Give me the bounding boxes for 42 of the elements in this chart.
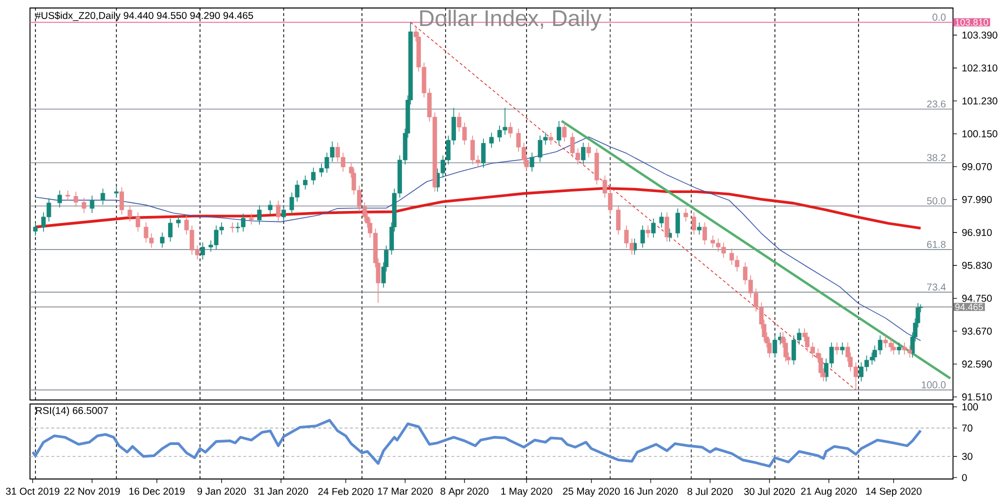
x-tick-label: 17 Mar 2020 xyxy=(378,488,433,495)
y-tick-label: 70 xyxy=(962,424,972,432)
ref-line-label: 103.810 xyxy=(956,19,988,26)
y-tick-label: 97.990 xyxy=(962,196,992,204)
y-tick-label: 102.310 xyxy=(962,64,998,72)
x-tick-label: 8 Apr 2020 xyxy=(440,488,488,497)
chart-title: RSI(14) 66.5007 xyxy=(36,406,108,416)
x-tick-label: 16 Jun 2020 xyxy=(624,488,678,495)
x-tick-label: 14 Sep 2020 xyxy=(866,488,922,497)
y-tick-label: 96.910 xyxy=(962,228,992,236)
y-tick-label: 92.590 xyxy=(962,360,992,368)
y-tick-label: 93.670 xyxy=(962,328,992,335)
x-tick-label: 30 Jul 2020 xyxy=(744,488,795,496)
x-tick-label: 8 Jul 2020 xyxy=(688,488,733,496)
y-tick-label: 99.070 xyxy=(962,163,992,170)
y-tick-label: 30 xyxy=(962,452,972,460)
annotation: 0.0 xyxy=(932,14,946,21)
y-tick-label: 101.230 xyxy=(962,97,998,104)
annotation: 100.0 xyxy=(922,381,946,388)
x-tick-label: 1 May 2020 xyxy=(501,488,552,497)
x-tick-label: 21 Aug 2020 xyxy=(801,488,857,497)
x-tick-label: 31 Oct 2019 xyxy=(6,488,60,495)
annotation: 50.0 xyxy=(927,197,946,204)
annotation: 61.8 xyxy=(927,240,946,248)
y-tick-label: 91.510 xyxy=(962,393,992,400)
x-tick-label: 24 Feb 2020 xyxy=(318,488,374,496)
y-tick-label: 0 xyxy=(962,474,967,482)
ref-line-label: 94.465 xyxy=(955,304,983,310)
annotation: 73.4 xyxy=(927,284,946,291)
y-tick-label: 94.750 xyxy=(962,294,992,302)
chart-subtitle: #US$idx_Z20,Daily 94.440 94.550 94.290 94.465 xyxy=(35,12,254,21)
annotation: 23.6 xyxy=(927,100,946,108)
y-tick-label: 100.150 xyxy=(962,130,998,138)
y-tick-label: 103.390 xyxy=(962,32,998,39)
y-tick-label: 95.830 xyxy=(962,262,992,269)
x-tick-label: 22 Nov 2019 xyxy=(64,488,120,495)
x-tick-label: 31 Jan 2020 xyxy=(254,488,308,495)
y-tick-label: 100 xyxy=(962,403,978,410)
x-tick-label: 16 Dec 2019 xyxy=(129,488,185,495)
annotation: 38.2 xyxy=(927,154,946,162)
x-tick-label: 25 May 2020 xyxy=(563,488,620,497)
x-tick-label: 9 Jan 2020 xyxy=(197,488,246,495)
